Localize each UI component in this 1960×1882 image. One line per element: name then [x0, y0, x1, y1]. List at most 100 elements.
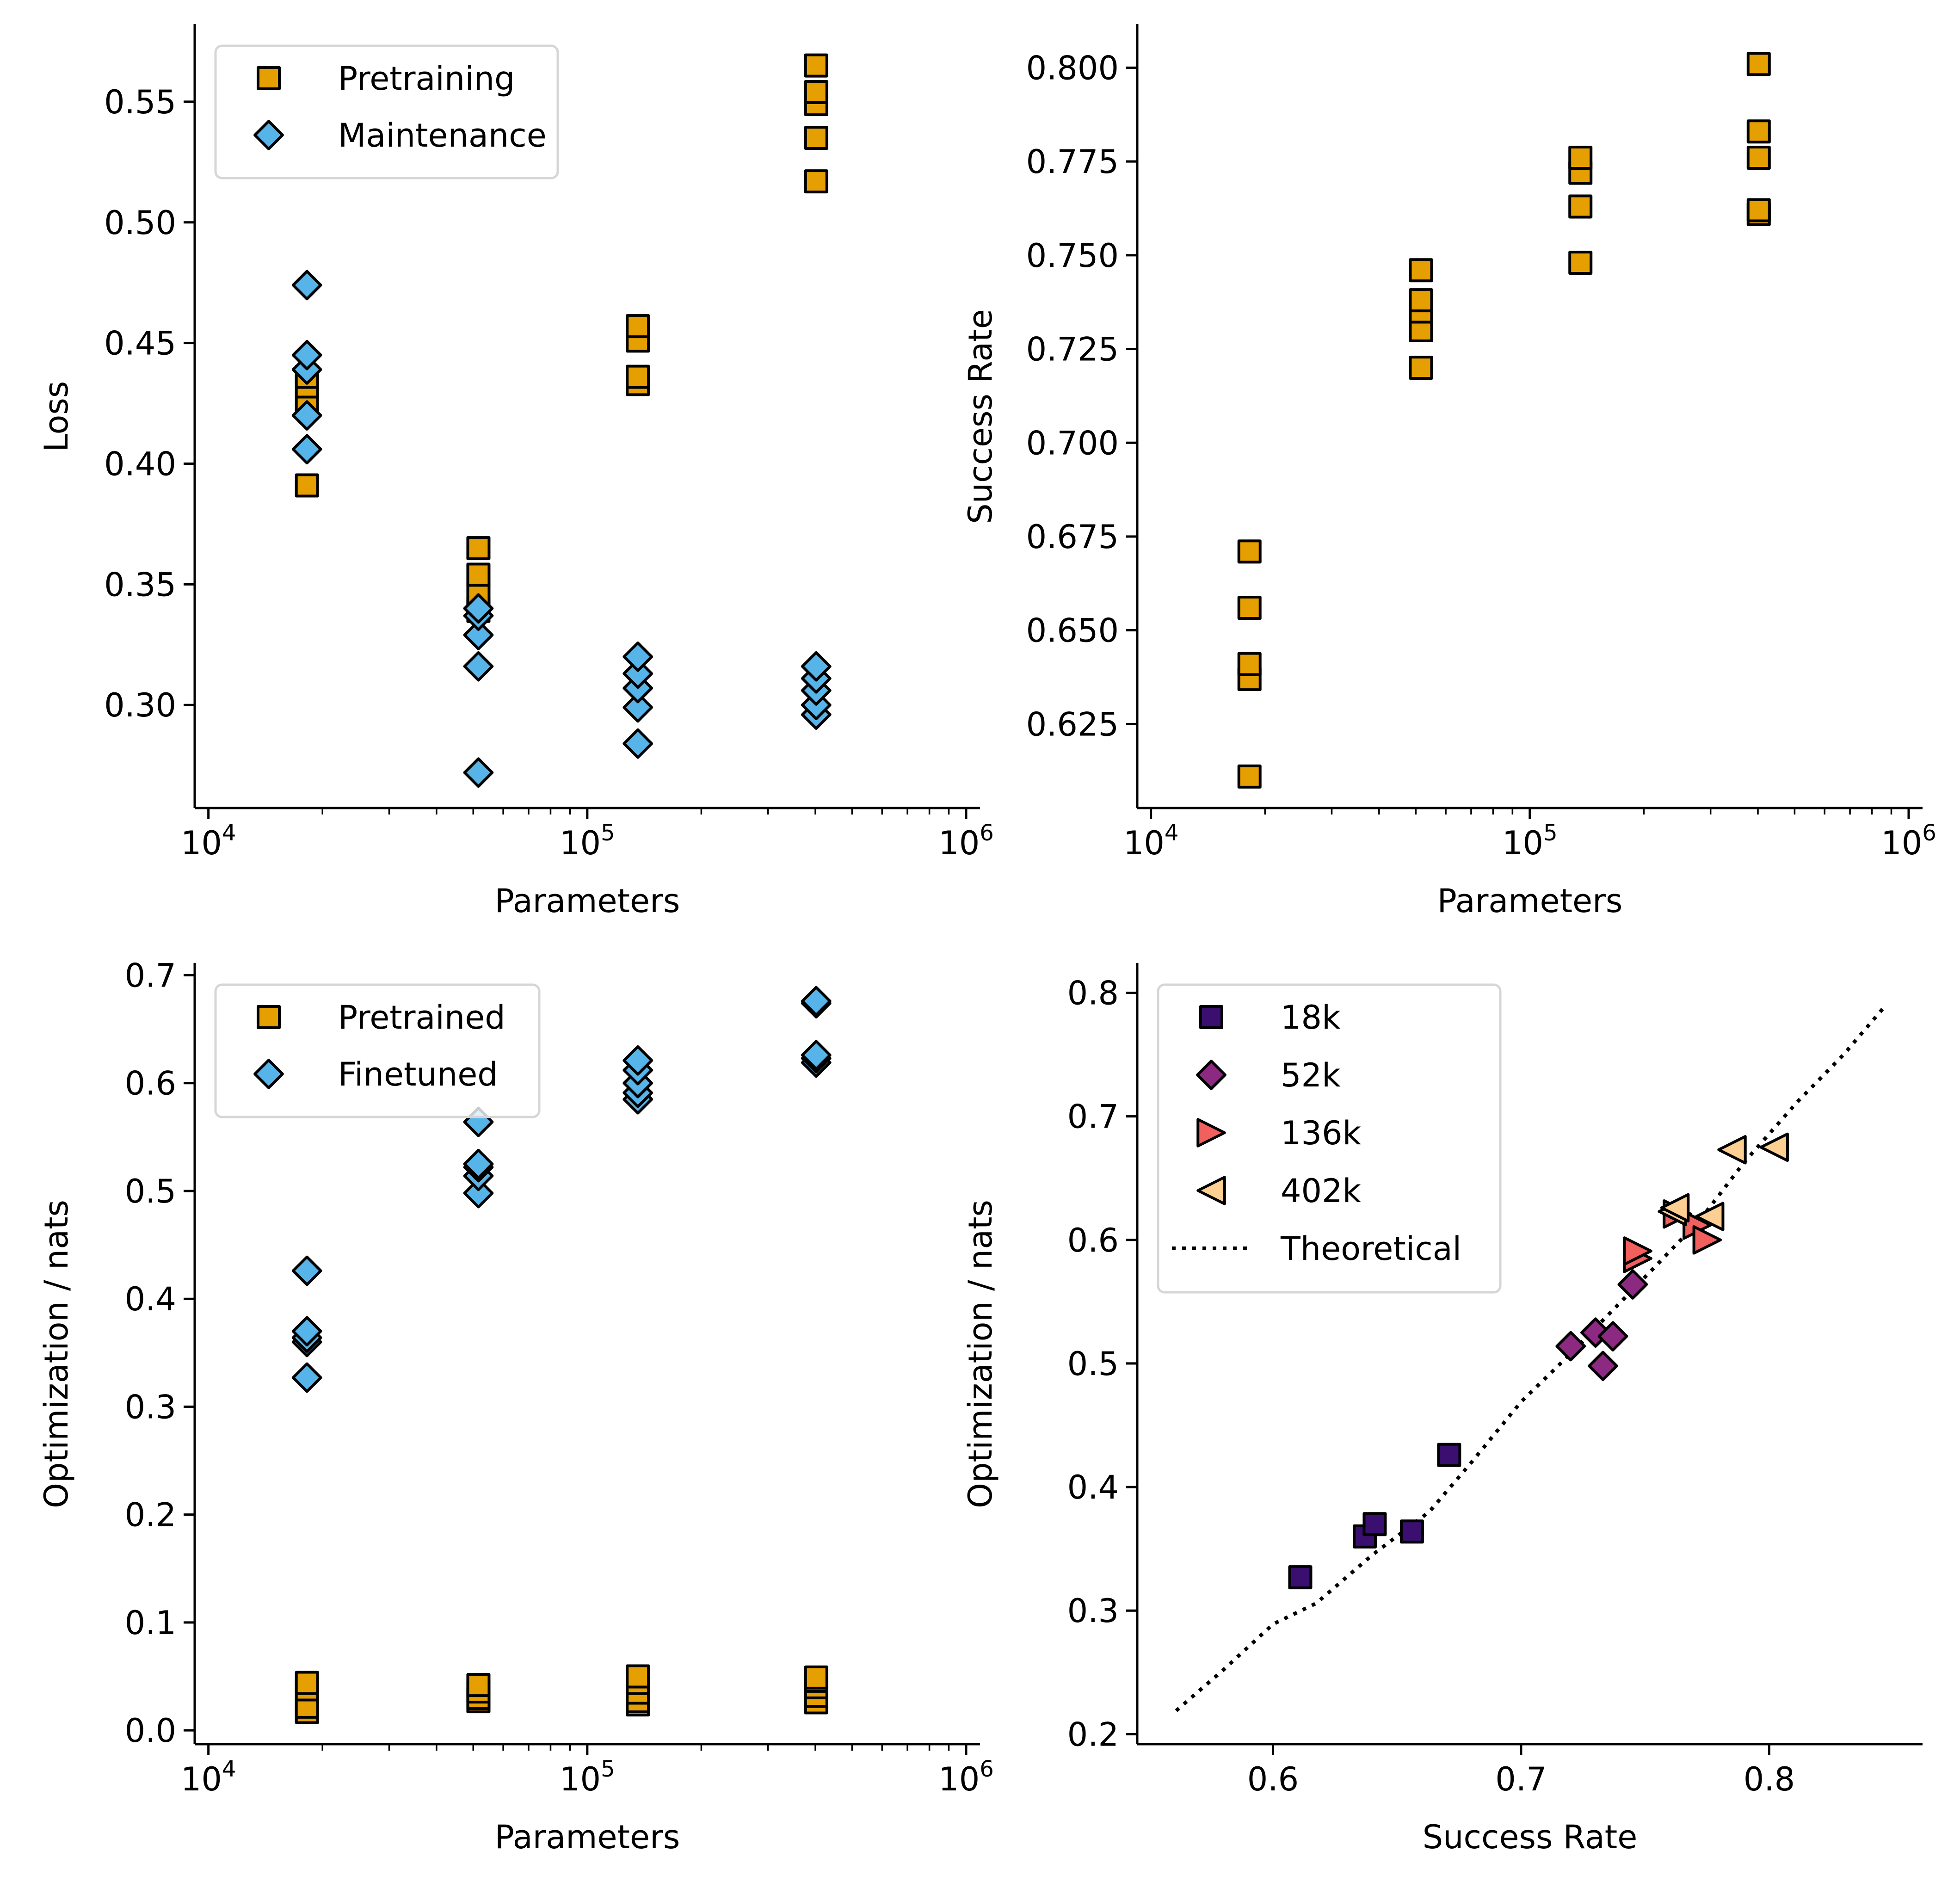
y-tick-label: 0.750 — [1026, 237, 1119, 275]
data-point — [1580, 1317, 1611, 1348]
data-point — [463, 620, 494, 650]
y-tick-label: 0.8 — [1067, 975, 1119, 1012]
data-point — [1597, 1321, 1628, 1352]
series-402k — [1658, 1132, 1789, 1231]
panel-optimization-vs-parameters: 0.0 0.1 0.2 0.3 0.4 0.5 0.6 0.7 104 105 106 Paramet… — [37, 956, 994, 1856]
y-tick-label: 0.675 — [1026, 518, 1119, 556]
data-point — [1237, 596, 1262, 620]
data-point — [1660, 1193, 1690, 1223]
y-tick-label: 0.45 — [104, 325, 176, 363]
y-tick-label: 0.5 — [1067, 1345, 1119, 1383]
series-pretrained — [295, 1664, 828, 1724]
y-tick-label: 0.775 — [1026, 143, 1119, 181]
legend-marker-icon — [257, 66, 281, 90]
data-point — [466, 536, 491, 561]
data-point — [801, 1040, 832, 1070]
data-point — [463, 651, 494, 682]
y-tick-label: 0.625 — [1026, 705, 1119, 743]
x-tick-label: 106 — [1881, 820, 1936, 862]
x-tick-label: 104 — [1123, 820, 1179, 862]
data-point — [295, 1671, 319, 1695]
data-point — [804, 53, 828, 78]
y-axis-label: Optimization / nats — [962, 1200, 999, 1508]
data-point — [804, 1665, 828, 1690]
x-axis-label: Parameters — [495, 882, 680, 920]
data-point — [801, 986, 832, 1017]
y-axis-label: Success Rate — [962, 309, 999, 524]
data-point — [1237, 539, 1262, 564]
data-point — [1746, 198, 1771, 222]
data-point — [801, 651, 832, 682]
series-success-rate — [1237, 52, 1771, 789]
x-tick-label: 106 — [938, 820, 994, 862]
data-point — [295, 473, 319, 498]
panel-success-rate-vs-parameters: 0.625 0.650 0.675 0.700 0.725 0.750 0.775 0.800… — [962, 24, 1936, 920]
x-tick-label: 106 — [938, 1756, 994, 1798]
legend-label: Maintenance — [338, 117, 547, 154]
x-tick-label: 104 — [181, 820, 236, 862]
x-tick-label: 0.7 — [1495, 1760, 1547, 1798]
data-point — [463, 757, 494, 788]
data-point — [1746, 52, 1771, 76]
data-point — [626, 364, 650, 389]
legend-label: Pretrained — [338, 999, 505, 1037]
y-tick-label: 0.4 — [125, 1280, 176, 1318]
x-tick-label: 105 — [560, 820, 615, 862]
y-tick-label: 0.700 — [1026, 424, 1119, 462]
data-point — [1237, 652, 1262, 676]
y-axis-label: Optimization / nats — [37, 1200, 75, 1508]
data-point — [291, 1255, 322, 1286]
data-point — [291, 270, 322, 301]
y-tick-label: 0.5 — [125, 1172, 176, 1210]
data-point — [1695, 1202, 1725, 1231]
data-point — [1362, 1512, 1387, 1536]
theoretical-curve — [1175, 1004, 1887, 1712]
data-point — [291, 339, 322, 370]
y-tick-label: 0.30 — [104, 686, 176, 724]
y-tick-label: 0.725 — [1026, 331, 1119, 369]
data-point — [1588, 1351, 1618, 1382]
data-point — [804, 80, 828, 105]
legend-marker-icon — [1196, 1118, 1226, 1148]
x-tick-label: 105 — [560, 1756, 615, 1798]
data-point — [463, 1148, 494, 1179]
data-point — [1759, 1132, 1789, 1162]
data-point — [804, 126, 828, 150]
data-point — [1623, 1236, 1652, 1266]
y-tick-label: 0.7 — [1067, 1098, 1119, 1136]
data-point — [1288, 1565, 1313, 1590]
y-tick-label: 0.35 — [104, 566, 176, 604]
data-point — [623, 641, 653, 672]
data-point — [1746, 146, 1771, 170]
data-point — [1409, 288, 1433, 313]
data-point — [1437, 1443, 1461, 1467]
y-tick-label: 0.3 — [125, 1388, 176, 1426]
y-tick-label: 0.7 — [125, 956, 176, 994]
data-point — [463, 1178, 494, 1209]
legend-label: 18k — [1281, 999, 1341, 1037]
data-point — [1409, 258, 1433, 283]
legend-frame — [1157, 983, 1502, 1294]
legend-label: 52k — [1281, 1056, 1341, 1094]
legend-label: 402k — [1281, 1172, 1362, 1210]
x-tick-label: 0.6 — [1247, 1760, 1299, 1798]
data-point — [466, 1673, 491, 1697]
y-tick-label: 0.3 — [1067, 1592, 1119, 1630]
x-tick-label: 105 — [1502, 820, 1558, 862]
data-point — [626, 314, 650, 339]
legend-label: 136k — [1281, 1114, 1362, 1152]
legend-frame — [214, 44, 559, 179]
data-point — [626, 1664, 650, 1689]
y-tick-label: 0.55 — [104, 83, 176, 121]
y-tick-label: 0.1 — [125, 1604, 176, 1642]
data-point — [623, 728, 653, 759]
legend-marker-icon — [257, 1005, 281, 1029]
legend-marker-icon — [253, 120, 284, 150]
data-point — [1409, 356, 1433, 380]
y-tick-label: 0.6 — [1067, 1222, 1119, 1259]
legend-label: Pretraining — [338, 60, 515, 98]
y-tick-label: 0.650 — [1026, 612, 1119, 650]
y-tick-label: 0.2 — [1067, 1715, 1119, 1753]
series-18k — [1288, 1443, 1461, 1590]
y-tick-label: 0.4 — [1067, 1469, 1119, 1506]
